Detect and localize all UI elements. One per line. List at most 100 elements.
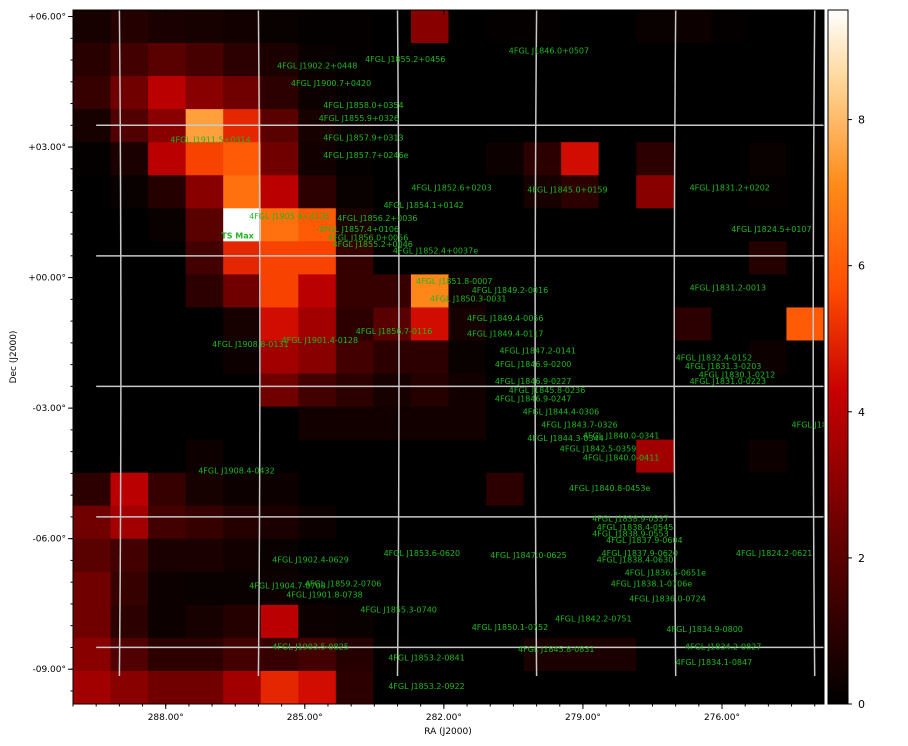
heatmap-cell xyxy=(298,373,337,408)
heatmap-cell xyxy=(223,43,262,77)
heatmap-cell xyxy=(185,505,224,540)
source-label: 4FGL J1836.0-0724 xyxy=(629,595,706,604)
heatmap-cell xyxy=(373,637,412,672)
y-tick-label: +03.00° xyxy=(28,143,66,153)
heatmap-cell xyxy=(786,637,825,672)
heatmap-cell xyxy=(335,43,374,77)
source-label: 4FGL J1853.2-0922 xyxy=(388,682,465,691)
heatmap-cell xyxy=(110,538,149,573)
heatmap-cell xyxy=(486,142,525,176)
heatmap-cell xyxy=(260,571,299,606)
heatmap-cell xyxy=(561,10,600,44)
heatmap-cell xyxy=(561,142,600,176)
colorbar-tick-label: 2 xyxy=(858,552,865,565)
heatmap-cell xyxy=(673,10,712,44)
source-label: 4FGL J1837.9-0620 xyxy=(602,549,679,558)
source-label: 4FGL J1857.9+0313 xyxy=(323,134,403,143)
heatmap-cell xyxy=(335,406,374,441)
heatmap-cell xyxy=(298,241,337,275)
heatmap-cell xyxy=(73,472,112,507)
x-axis-label: RA (J2000) xyxy=(424,727,472,737)
heatmap-cell xyxy=(448,307,487,341)
heatmap-cell xyxy=(335,373,374,408)
heatmap-cell xyxy=(711,439,750,474)
source-label: 4FGL J1843.7-0326 xyxy=(541,421,618,430)
heatmap-cell xyxy=(185,637,224,672)
heatmap-cell xyxy=(73,307,112,341)
heatmap-cell xyxy=(298,274,337,308)
heatmap-cell xyxy=(185,10,224,44)
source-label: 4FGL J1845.0+0159 xyxy=(527,186,607,195)
heatmap-cell xyxy=(260,340,299,375)
heatmap-cell xyxy=(486,373,525,408)
heatmap-cell xyxy=(148,670,187,705)
heatmap-cell xyxy=(335,571,374,606)
heatmap-cell xyxy=(448,670,487,705)
y-tick-label: -03.00° xyxy=(32,404,66,414)
heatmap-cell xyxy=(335,505,374,540)
heatmap-cell xyxy=(711,373,750,408)
heatmap-cell xyxy=(110,142,149,176)
heatmap-cell xyxy=(298,10,337,44)
heatmap-cell xyxy=(786,571,825,606)
heatmap-cell xyxy=(223,208,262,242)
source-label: 4FGL J1850.1-0752 xyxy=(472,623,549,632)
heatmap-cell xyxy=(373,571,412,606)
heatmap-cell xyxy=(748,505,787,540)
heatmap-cell xyxy=(486,43,525,77)
heatmap-cell xyxy=(636,340,675,375)
y-tick-label: +06.00° xyxy=(28,13,66,23)
source-label: 4FGL J1903.5-0825 xyxy=(272,643,349,652)
heatmap-cells xyxy=(73,10,825,705)
heatmap-cell xyxy=(636,208,675,242)
heatmap-cell xyxy=(110,175,149,209)
source-label: 4FGL J1852.6+0203 xyxy=(411,184,491,193)
heatmap-cell xyxy=(73,208,112,242)
heatmap-cell xyxy=(110,472,149,507)
heatmap-cell xyxy=(598,10,637,44)
y-tick-label: -09.00° xyxy=(32,665,66,675)
heatmap-cell xyxy=(410,10,449,44)
graticule-ra-line xyxy=(812,10,816,677)
source-label: 4FGL J1831.2+0202 xyxy=(690,184,770,193)
heatmap-cell xyxy=(673,43,712,77)
source-label: 4FGL J1840.8-0453e xyxy=(569,484,650,493)
source-label: 4FGL J1904.7-0708 xyxy=(249,582,326,591)
heatmap-cell xyxy=(148,637,187,672)
colorbar-tick-label: 6 xyxy=(858,260,865,273)
heatmap-cell xyxy=(786,274,825,308)
heatmap-cell xyxy=(786,76,825,110)
x-tick-label: 285.00° xyxy=(287,713,323,723)
heatmap-cell xyxy=(223,604,262,639)
heatmap-cell xyxy=(523,439,562,474)
heatmap-cell xyxy=(523,307,562,341)
heatmap-cell xyxy=(673,637,712,672)
heatmap-cell xyxy=(73,340,112,375)
source-label: 4FGL J1824.2-0621 xyxy=(736,549,813,558)
heatmap-cell xyxy=(598,274,637,308)
heatmap-cell xyxy=(73,637,112,672)
plot-frame xyxy=(72,9,825,705)
x-tick-label: 288.00° xyxy=(148,713,184,723)
heatmap-cell xyxy=(673,505,712,540)
heatmap-cell xyxy=(748,175,787,209)
heatmap-cell xyxy=(636,406,675,441)
source-label: 4FGL J1856.0+0056 xyxy=(328,234,408,243)
heatmap-cell xyxy=(410,241,449,275)
heatmap-cell xyxy=(410,307,449,341)
heatmap-cell xyxy=(486,208,525,242)
heatmap-cell xyxy=(598,637,637,672)
heatmap-cell xyxy=(748,208,787,242)
heatmap-cell xyxy=(673,373,712,408)
heatmap-cell xyxy=(786,439,825,474)
source-label: 4FGL J1834.2-0827 xyxy=(685,643,762,652)
heatmap-cell xyxy=(561,637,600,672)
heatmap-cell xyxy=(298,439,337,474)
heatmap-cell xyxy=(298,637,337,672)
heatmap-cell xyxy=(711,670,750,705)
heatmap-cell xyxy=(185,208,224,242)
heatmap-cell xyxy=(598,439,637,474)
heatmap-cell xyxy=(410,76,449,110)
heatmap-cell xyxy=(786,505,825,540)
heatmap-cell xyxy=(448,637,487,672)
